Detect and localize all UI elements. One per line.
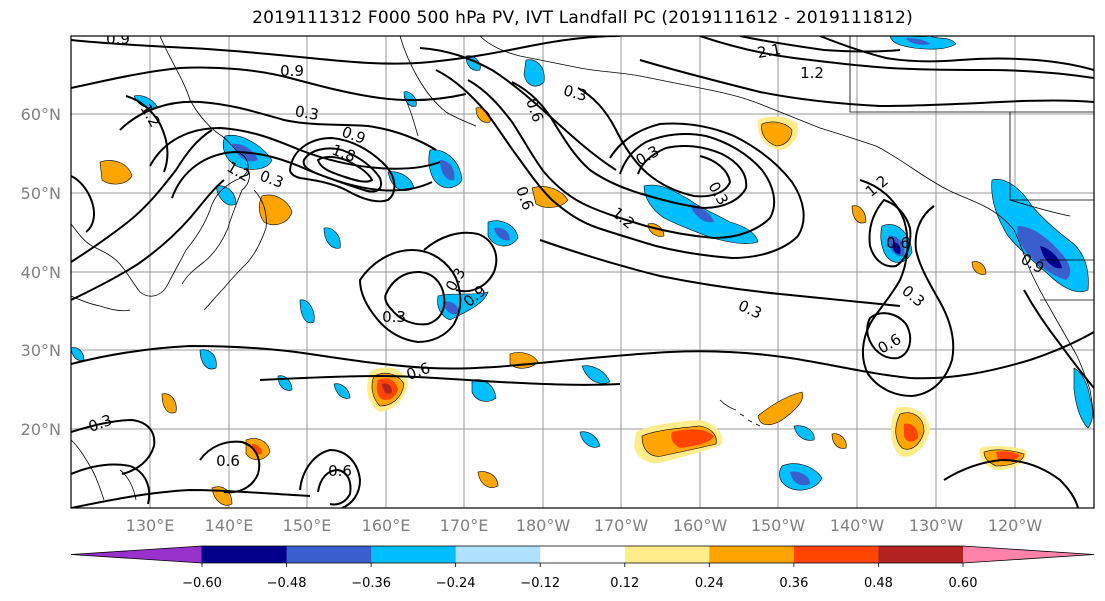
contour-label: 0.3 [382,308,406,326]
pos-patch [904,423,918,442]
latitude-label: 40°N [21,263,61,282]
latitude-label: 60°N [21,105,61,124]
colorbar-tick-label: −0.12 [520,576,560,591]
neg-patch [299,299,315,324]
colorbar-swatch [878,546,964,563]
pos-patch [971,261,987,275]
latitude-label: 30°N [21,341,61,360]
longitude-labels: 130°E 140°E 150°E 160°E 170°E 180°W 170°W 160°W… [126,516,1043,535]
contour-label: 0.9 [106,30,130,48]
pos-patch [757,391,804,426]
neg-patch [1040,246,1062,269]
colorbar-tick-label: −0.36 [351,576,391,591]
ivt-shading [71,36,1094,506]
colorbar-tick-label: 0.60 [949,576,978,591]
neg-patch [323,227,341,249]
colorbar-tick-label: 0.12 [610,576,639,591]
pos-patch [996,451,1020,462]
longitude-label: 170°W [594,516,649,535]
neg-patch [906,38,930,45]
colorbar-swatch [540,546,626,563]
pos-patch [477,471,499,488]
pos-patch [831,433,847,449]
neg-patch [523,59,545,87]
contour-label: 1.2 [800,64,824,82]
colorbar-tick-label: 0.24 [695,576,724,591]
pos-patch [161,393,177,414]
coastlines [71,36,1094,501]
colorbar-extend-high [963,546,1094,563]
longitude-label: 140°W [830,516,885,535]
contour-label: 0.3 [561,81,589,105]
contour-label: 2.1 [756,40,783,62]
latitude-label: 50°N [21,184,61,203]
longitude-label: 170°E [440,516,489,535]
pos-patch [851,205,867,224]
contour-label: 0.6 [216,452,240,470]
map-frame [70,35,1095,509]
colorbar-tick-labels: −0.60 −0.48 −0.36 −0.24 −0.12 0.12 0.24 0.36 0.4… [182,563,977,591]
neg-patch [440,160,455,181]
longitude-label: 120°W [988,516,1043,535]
colorbar-swatch [624,546,710,563]
colorbar-tick-label: −0.24 [436,576,476,591]
colorbar-tick-label: −0.60 [182,576,222,591]
colorbar-swatch [709,546,795,563]
contour-label: 0.3 [294,102,321,124]
contour-label: 0.6 [328,462,352,480]
longitude-label: 160°W [673,516,728,535]
longitude-label: 150°E [283,516,332,535]
neg-patch [581,365,611,384]
colorbar-swatch [202,546,288,563]
neg-patch [444,301,459,315]
contour-label: 0.9 [280,62,304,80]
contour-label: 0.6 [886,234,910,252]
map-title: 2019111312 F000 500 hPa PV, IVT Landfall… [252,8,913,28]
colorbar [70,545,1095,564]
colorbar-swatch [793,546,879,563]
pv-contours [71,36,1094,508]
pos-patch [382,383,392,394]
neg-patch [1073,367,1094,429]
longitude-label: 140°E [205,516,254,535]
neg-patch [892,242,901,254]
colorbar-swatch [371,546,457,563]
pos-patch [671,429,714,448]
latitude-label: 20°N [21,420,61,439]
pos-patch [761,121,793,147]
colorbar-swatch [286,546,372,563]
pos-patch [258,194,293,225]
longitude-label: 150°W [751,516,806,535]
longitude-label: 130°E [126,516,175,535]
neg-patch [199,349,217,370]
colorbar-swatch [455,546,541,563]
longitude-label: 180°W [516,516,571,535]
colorbar-tick-label: −0.48 [267,576,307,591]
neg-patch [494,227,510,241]
latitude-labels: 20°N 30°N 40°N 50°N 60°N [21,105,61,439]
neg-patch [793,425,815,441]
colorbar-tick-label: 0.48 [864,576,893,591]
colorbar-extend-low [71,546,202,563]
pos-patch [99,160,133,185]
neg-patch [333,383,351,399]
neg-patch [690,204,714,223]
longitude-label: 130°W [909,516,964,535]
neg-patch [579,431,601,448]
longitude-label: 160°E [362,516,411,535]
colorbar-tick-label: 0.36 [779,576,808,591]
neg-patch [790,471,810,486]
